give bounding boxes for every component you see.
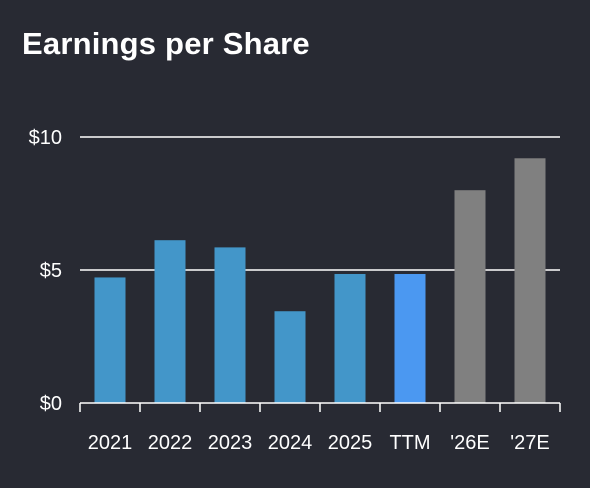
x-tick-label: 2023 xyxy=(208,432,253,454)
x-tick-label: '27E xyxy=(510,432,549,454)
bar-26E xyxy=(454,190,486,403)
x-tick-label: '26E xyxy=(450,432,489,454)
x-tick-label: 2021 xyxy=(88,432,133,454)
x-tick-label: 2022 xyxy=(148,432,193,454)
bars xyxy=(94,158,546,403)
gridlines xyxy=(80,136,560,271)
x-tick-label: 2025 xyxy=(328,432,373,454)
bar-2024 xyxy=(274,311,306,403)
bar-2022 xyxy=(154,240,186,403)
bar-TTM xyxy=(394,273,426,403)
y-axis-labels: $0 $5 $10 xyxy=(29,127,62,415)
x-tick-label: TTM xyxy=(389,432,430,454)
x-axis xyxy=(79,402,561,412)
bar-27E xyxy=(514,158,546,403)
bar-2021 xyxy=(94,277,126,403)
bar-2025 xyxy=(334,273,366,403)
y-tick-label: $10 xyxy=(29,127,62,149)
x-axis-labels: 2021 2022 2023 2024 2025 TTM '26E '27E xyxy=(88,432,550,454)
y-tick-label: $0 xyxy=(40,393,62,415)
y-tick-label: $5 xyxy=(40,260,62,282)
chart-title: Earnings per Share xyxy=(22,26,310,61)
x-tick-label: 2024 xyxy=(268,432,313,454)
bar-2023 xyxy=(214,247,246,403)
